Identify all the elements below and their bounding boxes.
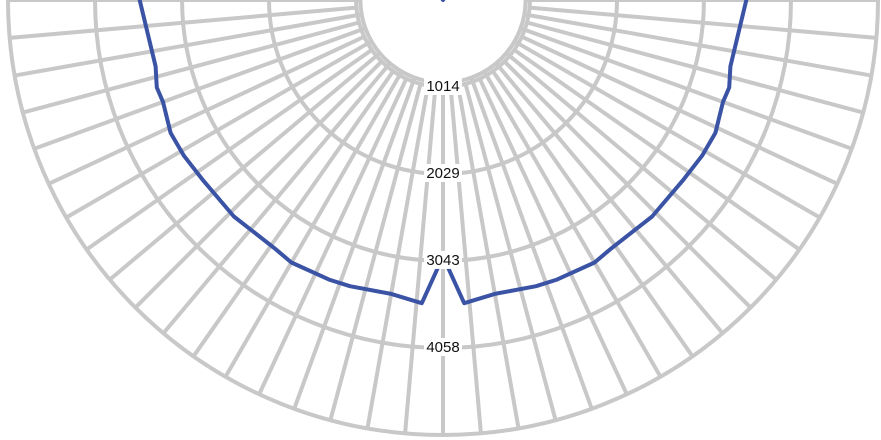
- ring-value-label: 2029: [426, 165, 459, 182]
- grid-spoke: [191, 70, 395, 358]
- ring-labels: 1014 2029 3043 4058: [424, 76, 462, 356]
- grid-spoke: [223, 70, 404, 378]
- grid-spoke: [365, 80, 431, 429]
- ring-label-background: [424, 76, 462, 95]
- grid-spoke: [526, 20, 864, 115]
- grid-spoke: [513, 39, 821, 220]
- ring-label-background: [424, 337, 462, 356]
- grid-spoke: [22, 20, 360, 115]
- grid-spoke: [133, 60, 383, 310]
- grid-spoke: [65, 39, 373, 220]
- grid-spoke: [494, 61, 725, 335]
- grid-spoke: [469, 76, 594, 410]
- grid-spokes: [8, 0, 878, 435]
- grid-spoke: [14, 12, 363, 78]
- grid-spoke: [161, 61, 392, 335]
- grid-spoke: [513, 48, 801, 252]
- grid-spoke: [503, 60, 753, 310]
- grid-spoke: [519, 26, 853, 151]
- grid-spoke: [448, 86, 483, 434]
- grid-spoke: [9, 5, 357, 40]
- grid-spoke: [529, 5, 877, 40]
- grid-spoke: [47, 34, 366, 186]
- grid-spoke: [33, 26, 367, 151]
- grid-spoke: [523, 12, 872, 78]
- grid-spoke: [257, 77, 409, 396]
- ring-value-label: 3043: [426, 252, 459, 269]
- grid-spoke: [463, 83, 558, 421]
- grid-spoke: [504, 51, 778, 282]
- grid-spoke: [403, 86, 438, 434]
- grid-spoke: [491, 70, 695, 358]
- grid-spoke: [85, 48, 373, 252]
- grid-spoke: [482, 70, 663, 378]
- grid-spoke: [328, 83, 423, 421]
- ring-value-label: 1014: [426, 78, 459, 95]
- ring-label-background: [424, 163, 462, 182]
- ring-value-label: 4058: [426, 339, 459, 356]
- grid-spoke: [108, 51, 382, 282]
- grid-spoke: [455, 80, 521, 429]
- grid-spoke: [477, 77, 629, 396]
- grid-spoke: [292, 76, 417, 410]
- grid-spoke: [520, 34, 839, 186]
- ring-label-background: [424, 250, 462, 269]
